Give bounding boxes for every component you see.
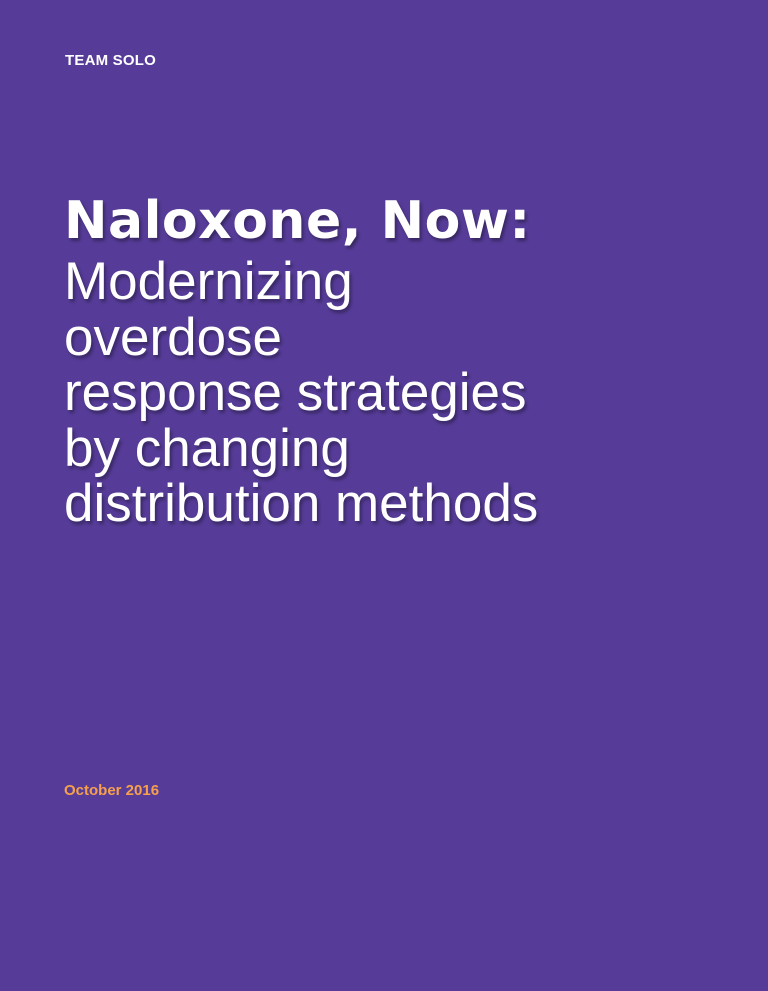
subtitle-line-3: response strategies: [64, 363, 527, 422]
publication-date: October 2016: [64, 782, 160, 799]
report-title: Naloxone, Now:: [64, 191, 531, 251]
subtitle-line-1: Modernizing: [64, 252, 353, 311]
team-label: TEAM SOLO: [65, 52, 156, 69]
subtitle-line-2: overdose: [64, 307, 283, 367]
title-block: Naloxone, Now: Modernizing overdose resp…: [64, 188, 704, 532]
subtitle-line-4: by changing: [64, 418, 350, 478]
subtitle-line-5: distribution methods: [64, 474, 539, 533]
